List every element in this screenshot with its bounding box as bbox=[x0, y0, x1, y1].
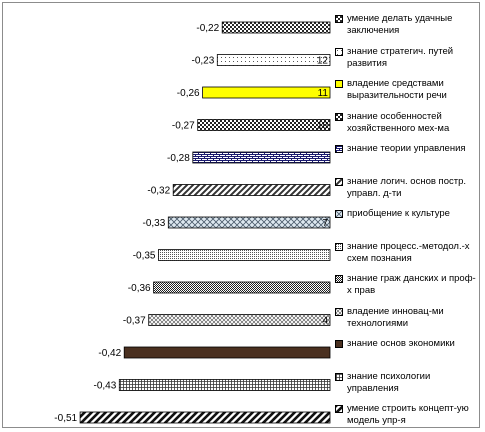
legend-label-8: знание процесс.-методол.-х схем познания bbox=[347, 240, 470, 264]
legend-label-1: умение делать удачные заключения bbox=[347, 13, 453, 36]
legend-swatch-11 bbox=[335, 340, 343, 348]
bar-inner-label-7: 7 bbox=[322, 218, 328, 229]
bar-10 bbox=[148, 314, 331, 326]
bar-6 bbox=[172, 184, 331, 196]
bar-2 bbox=[216, 54, 331, 66]
legend-swatch-6 bbox=[335, 177, 343, 186]
bar-7 bbox=[167, 216, 331, 229]
bar-inner-label-2: 12 bbox=[317, 56, 329, 67]
bar-11 bbox=[123, 346, 331, 359]
legend-swatch-3 bbox=[335, 80, 343, 88]
value-label-11: -0,42 bbox=[98, 348, 121, 359]
legend-swatch-2 bbox=[335, 47, 343, 56]
legend-label-5: знание теории управления bbox=[347, 143, 466, 154]
legend-label-4: знание особенностей хозяйственного мех-м… bbox=[347, 110, 450, 134]
legend-label-2: знание стратегич. путей развития bbox=[347, 45, 454, 69]
legend-swatch-10 bbox=[335, 307, 343, 316]
bar-13 bbox=[79, 411, 331, 424]
value-label-3: -0,26 bbox=[177, 88, 200, 99]
bar-9 bbox=[153, 281, 331, 294]
legend-swatch-9 bbox=[335, 275, 343, 283]
legend-label-10: владение инновац-ми технологиями bbox=[347, 305, 444, 329]
bar-5 bbox=[192, 151, 331, 164]
legend-label-6: знание логич. основ постр. управл. д-ти bbox=[347, 175, 466, 199]
value-label-13: -0,51 bbox=[54, 413, 77, 424]
bar-inner-label-10: 4 bbox=[322, 316, 328, 327]
bar-12 bbox=[118, 379, 331, 391]
legend-label-9: знание граж данских и проф-х прав bbox=[347, 273, 476, 296]
value-label-1: -0,22 bbox=[196, 23, 219, 34]
value-label-8: -0,35 bbox=[133, 251, 156, 262]
bar-1 bbox=[221, 21, 331, 34]
chart-legend: умение делать удачные заключения знание с… bbox=[333, 3, 477, 427]
value-label-9: -0,36 bbox=[128, 283, 151, 294]
value-label-2: -0,23 bbox=[192, 56, 215, 67]
value-label-6: -0,32 bbox=[147, 186, 170, 197]
bar-8 bbox=[158, 249, 331, 261]
bar-3 bbox=[202, 86, 331, 99]
legend-label-12: знание психологии управления bbox=[347, 370, 431, 394]
value-label-5: -0,28 bbox=[167, 153, 190, 164]
value-label-10: -0,37 bbox=[123, 316, 146, 327]
bar-4 bbox=[197, 119, 331, 131]
legend-label-3: владение средствами выразительности речи bbox=[347, 78, 447, 101]
legend-swatch-5 bbox=[335, 145, 343, 153]
legend-swatch-4 bbox=[335, 112, 343, 121]
legend-label-11: знание основ экономики bbox=[347, 338, 455, 349]
legend-swatch-12 bbox=[335, 372, 343, 381]
value-label-4: -0,27 bbox=[172, 121, 195, 132]
legend-swatch-1 bbox=[335, 15, 343, 23]
bar-inner-label-4: 10 bbox=[317, 121, 329, 132]
legend-swatch-8 bbox=[335, 242, 343, 251]
value-label-7: -0,33 bbox=[143, 218, 166, 229]
legend-label-13: умение строить концепт-ую модель упр-я bbox=[347, 403, 469, 426]
bar-inner-label-3: 11 bbox=[318, 88, 329, 99]
legend-swatch-13 bbox=[335, 405, 343, 413]
legend-swatch-7 bbox=[335, 210, 343, 218]
legend-label-7: приобщение к культуре bbox=[347, 208, 450, 219]
value-label-12: -0,43 bbox=[94, 381, 117, 392]
